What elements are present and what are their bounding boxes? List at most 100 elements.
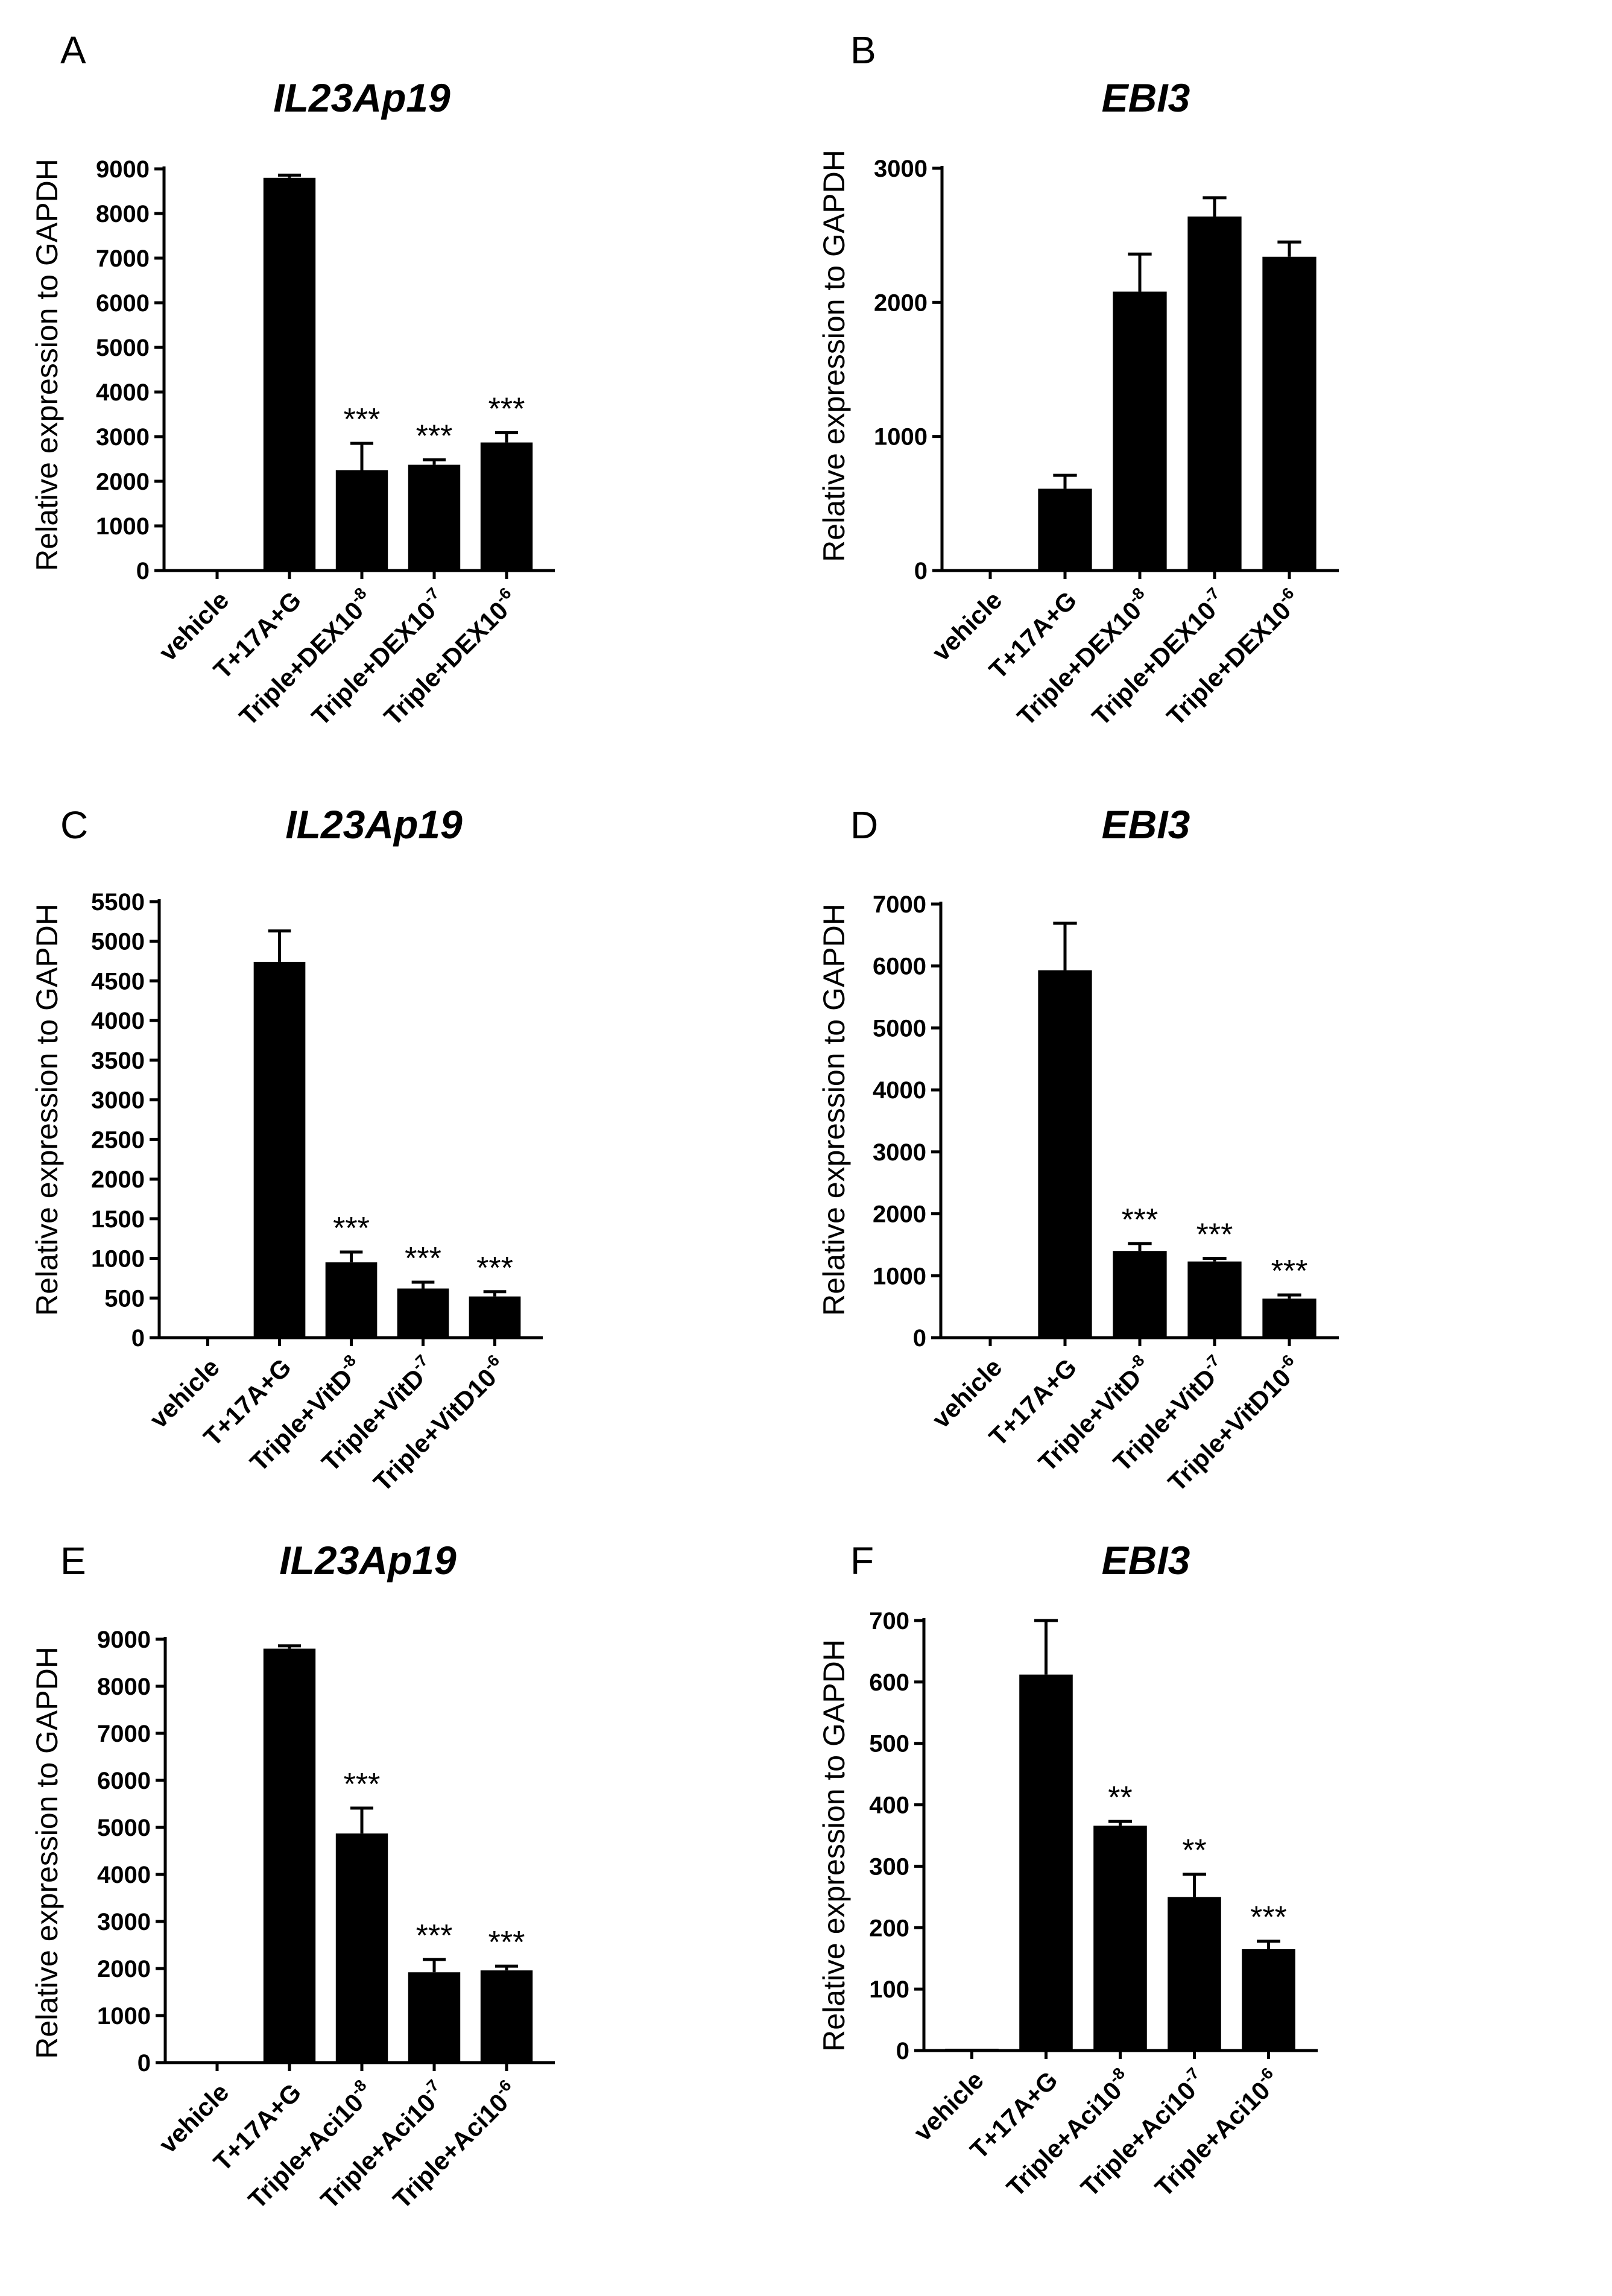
y-tick-label: 9000 [96,156,150,183]
significance-label: *** [476,1251,513,1286]
significance-label: ** [1108,1780,1132,1815]
chart-panel-e: E IL23Ap19 Relative expression to GAPDH 0 10… [30,1538,555,2214]
bar [325,1262,378,1338]
y-tick-label: 300 [869,1853,909,1880]
significance-label: *** [1250,1900,1287,1935]
y-axis-label: Relative expression to GAPDH [817,903,851,1316]
bar [263,177,316,571]
y-tick-label: 2000 [96,469,150,495]
significance-label: *** [1196,1218,1233,1253]
chart-title: EBI3 [1102,1538,1190,1583]
y-tick-label: 1000 [874,424,928,451]
y-tick-label: 1000 [96,513,150,540]
y-tick-label: 600 [869,1669,909,1696]
bar [1187,1261,1242,1338]
y-tick-label: 8000 [97,1674,151,1700]
y-tick-label: 4000 [873,1077,926,1104]
y-tick-label: 100 [869,1976,909,2003]
y-tick-label: 0 [137,2050,151,2076]
y-tick-label: 5000 [91,929,145,955]
bar [1168,1897,1221,2051]
panel-letter: E [60,1539,86,1583]
y-tick-label: 500 [869,1731,909,1757]
y-tick-label: 1000 [97,2003,151,2029]
y-tick-label: 3000 [874,156,928,182]
y-tick-label: 2000 [91,1166,145,1193]
panel-letter: C [60,803,88,847]
bar [1242,1949,1295,2051]
y-tick-label: 2500 [91,1127,145,1153]
bar [335,1833,388,2063]
bar [1113,291,1167,571]
chart-title: EBI3 [1102,75,1190,120]
significance-label: *** [416,419,453,454]
bar [397,1288,449,1338]
significance-label: *** [333,1211,370,1246]
bar [469,1296,521,1338]
significance-label: *** [344,402,381,437]
bar [1038,489,1092,571]
bar [263,1648,316,2063]
bar [1019,1674,1073,2051]
chart-title: IL23Ap19 [285,802,463,847]
y-tick-label: 400 [869,1792,909,1819]
y-tick-label: 200 [869,1915,909,1941]
y-tick-label: 5000 [873,1015,926,1042]
significance-label: *** [344,1767,381,1802]
y-tick-label: 3000 [91,1087,145,1114]
y-tick-label: 3000 [96,424,150,451]
y-tick-label: 6000 [96,290,150,317]
chart-title: IL23Ap19 [279,1538,457,1583]
panel-letter: B [850,28,876,72]
bar [408,1972,461,2063]
bar [480,1970,533,2063]
y-tick-label: 6000 [873,954,926,980]
y-tick-label: 5000 [96,335,150,361]
y-tick-label: 0 [131,1325,145,1352]
y-tick-label: 4000 [96,379,150,406]
panel-letter: D [850,803,878,847]
y-tick-label: 4500 [91,968,145,995]
y-tick-label: 0 [913,1325,926,1352]
y-tick-label: 0 [914,558,928,584]
y-tick-label: 7000 [873,891,926,918]
bar [1262,1298,1316,1338]
y-tick-label: 700 [869,1608,909,1634]
y-tick-label: 0 [136,558,150,584]
bar [335,470,388,571]
significance-label: *** [416,1918,453,1953]
bar [408,464,461,571]
y-tick-label: 0 [896,2038,909,2064]
significance-label: *** [488,391,525,426]
y-tick-label: 2000 [874,289,928,316]
y-tick-label: 9000 [97,1627,151,1653]
y-tick-label: 3500 [91,1048,145,1074]
significance-label: *** [405,1241,441,1276]
bar [1038,970,1092,1338]
significance-label: *** [1122,1203,1158,1238]
significance-label: *** [1271,1254,1308,1289]
y-tick-label: 4000 [97,1862,151,1888]
y-tick-label: 1000 [91,1246,145,1273]
y-tick-label: 3000 [873,1139,926,1166]
significance-label: ** [1182,1833,1206,1868]
y-tick-label: 6000 [97,1768,151,1794]
chart-title: EBI3 [1102,802,1190,847]
panel-letter: F [850,1539,874,1583]
y-tick-label: 3000 [97,1909,151,1935]
y-tick-label: 7000 [96,245,150,272]
y-tick-label: 2000 [873,1201,926,1228]
y-tick-label: 5500 [91,889,145,916]
significance-label: *** [488,1925,525,1960]
y-tick-label: 1500 [91,1206,145,1233]
panel-letter: A [60,28,86,72]
bar [1262,256,1316,571]
bar [480,442,533,571]
bar [253,961,306,1338]
y-tick-label: 1000 [873,1263,926,1289]
y-axis-label: Relative expression to GAPDH [817,1639,851,2052]
y-tick-label: 8000 [96,201,150,227]
y-tick-label: 5000 [97,1815,151,1841]
